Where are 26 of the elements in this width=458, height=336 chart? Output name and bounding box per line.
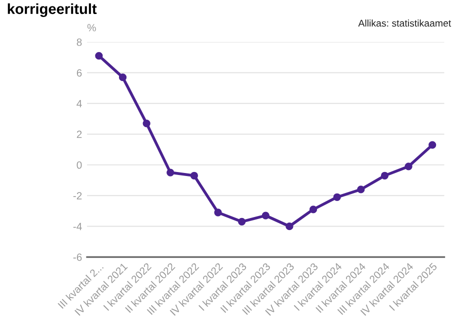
y-tick-label: 6 bbox=[76, 69, 82, 77]
point bbox=[166, 168, 174, 176]
y-tick-label: 2 bbox=[76, 130, 82, 138]
point bbox=[309, 206, 318, 214]
point bbox=[118, 74, 127, 82]
y-tick-label: 8 bbox=[76, 38, 82, 46]
y-tick-label: -4 bbox=[73, 222, 82, 230]
text: Allikas: statistikaamet bbox=[358, 19, 452, 27]
y-tick-label: -2 bbox=[73, 192, 82, 200]
point bbox=[190, 172, 198, 180]
point bbox=[214, 208, 222, 216]
point bbox=[238, 218, 246, 226]
point bbox=[404, 162, 412, 170]
y-axis-title: % bbox=[87, 24, 96, 32]
point bbox=[333, 193, 341, 201]
point bbox=[380, 172, 389, 180]
y-tick-label: 0 bbox=[76, 161, 82, 169]
point bbox=[142, 120, 150, 128]
y-tick-label: 4 bbox=[76, 100, 82, 108]
point bbox=[262, 212, 270, 220]
y-tick-label: -6 bbox=[73, 254, 82, 261]
point bbox=[286, 222, 294, 230]
point bbox=[357, 186, 365, 194]
point bbox=[95, 52, 103, 60]
chart-title: korrigeeritult bbox=[8, 3, 97, 18]
point bbox=[428, 141, 436, 149]
